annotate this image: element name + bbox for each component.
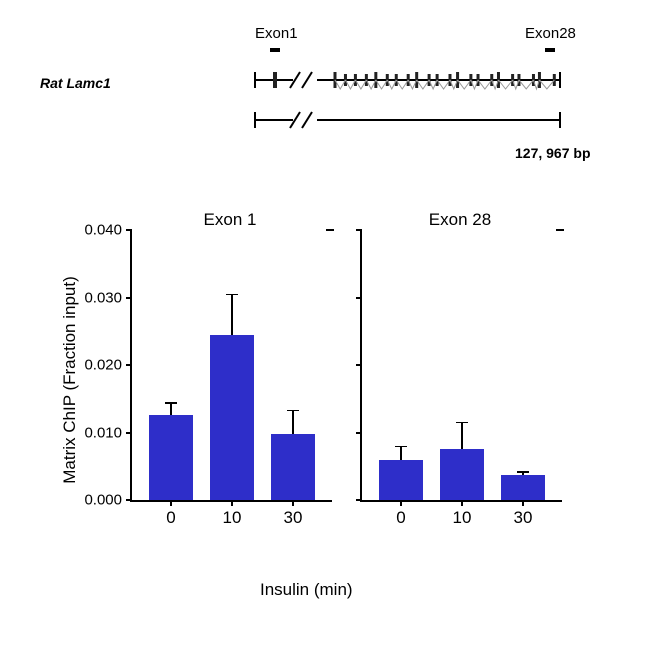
- ytick: [126, 432, 132, 434]
- ytick: [356, 364, 362, 366]
- ytick-label: 0.020: [84, 357, 122, 374]
- xtick: [170, 500, 172, 506]
- error-cap: [165, 402, 177, 404]
- xtick-label: 10: [453, 508, 472, 528]
- xtick-label: 0: [396, 508, 405, 528]
- bar: [379, 460, 423, 501]
- ytick: [126, 297, 132, 299]
- bar: [271, 434, 315, 500]
- bar: [149, 415, 193, 500]
- xtick: [292, 500, 294, 506]
- gene-diagram: Rat Lamc1 Exon1 Exon28 127, 967 bp: [20, 20, 630, 180]
- xtick-label: 30: [284, 508, 303, 528]
- xtick: [231, 500, 233, 506]
- ytick: [126, 364, 132, 366]
- plot-area: 01030: [360, 230, 562, 502]
- chart-panel: Exon 10.0000.0100.0200.0300.04001030: [130, 230, 330, 502]
- error-cap: [456, 422, 468, 424]
- error-bar: [292, 410, 294, 434]
- plot-area: 0.0000.0100.0200.0300.04001030: [130, 230, 332, 502]
- ytick-label: 0.010: [84, 424, 122, 441]
- xtick-label: 30: [514, 508, 533, 528]
- x-axis-label: Insulin (min): [260, 580, 353, 600]
- panel-title: Exon 28: [360, 210, 560, 230]
- ytick: [356, 229, 362, 231]
- xtick-label: 10: [223, 508, 242, 528]
- xtick-label: 0: [166, 508, 175, 528]
- error-cap: [517, 471, 529, 473]
- error-bar: [461, 422, 463, 449]
- xtick: [461, 500, 463, 506]
- bar: [501, 475, 545, 500]
- ytick-label: 0.030: [84, 289, 122, 306]
- gene-track-svg: [20, 20, 620, 180]
- error-cap: [395, 446, 407, 448]
- xtick: [522, 500, 524, 506]
- error-bar: [400, 446, 402, 460]
- chart-panel: Exon 2801030: [360, 230, 560, 502]
- ytick: [126, 499, 132, 501]
- ytick: [126, 229, 132, 231]
- ytick-label: 0.000: [84, 492, 122, 509]
- bar: [210, 335, 254, 500]
- ytick: [356, 297, 362, 299]
- xtick: [400, 500, 402, 506]
- error-bar: [170, 403, 172, 415]
- bar-chart: Matrix ChIP (Fraction input) Insulin (mi…: [60, 210, 630, 590]
- y-axis-label: Matrix ChIP (Fraction input): [60, 260, 80, 500]
- ytick: [356, 432, 362, 434]
- panel-title: Exon 1: [130, 210, 330, 230]
- error-bar: [231, 294, 233, 335]
- error-cap: [287, 410, 299, 412]
- bar: [440, 449, 484, 500]
- axis-spur: [556, 229, 564, 231]
- ytick-label: 0.040: [84, 222, 122, 239]
- error-cap: [226, 294, 238, 296]
- ytick: [356, 499, 362, 501]
- axis-spur: [326, 229, 334, 231]
